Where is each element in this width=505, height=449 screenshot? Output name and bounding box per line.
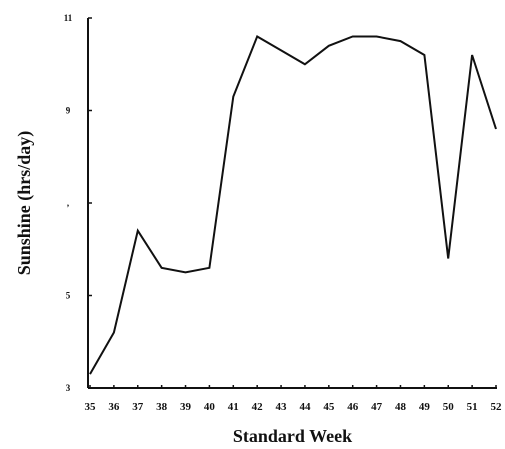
y-tick-label: 3 [66,383,71,393]
x-tick-label: 38 [156,401,168,413]
y-axis-title: Sunshine (hrs/day) [14,131,35,276]
x-tick-label: 49 [419,401,431,413]
x-tick-label: 36 [108,401,120,413]
data-point-week-50 [446,257,450,261]
x-tick-label: 41 [228,401,239,413]
data-point-week-36 [112,331,116,335]
data-point-week-45 [327,44,331,48]
x-tick-label: 47 [371,401,383,413]
x-tick-label: 42 [252,401,264,413]
x-axis-ticks: 35 36 37 38 39 40 41 42 43 44 45 46 47 48 49 50 51 52 [85,385,503,413]
x-tick-label: 39 [180,401,192,413]
data-point-week-35 [88,372,92,376]
data-point-week-44 [303,62,307,66]
data-point-week-52 [494,127,498,131]
y-tick-label: , [67,198,69,208]
x-tick-label: 35 [85,401,97,413]
x-tick-label: 45 [323,401,335,413]
data-point-week-51 [470,53,474,57]
data-point-week-37 [136,229,140,233]
x-tick-label: 51 [467,401,478,413]
x-tick-label: 43 [276,401,288,413]
data-point-week-46 [351,35,355,39]
data-point-week-48 [398,39,402,43]
data-point-week-40 [207,266,211,270]
y-tick-label: 9 [66,106,71,116]
x-tick-label: 37 [132,401,144,413]
x-axis-title: Standard Week [233,426,352,446]
x-tick-label: 50 [443,401,455,413]
x-tick-label: 40 [204,401,216,413]
y-tick-label: 11 [64,13,73,23]
x-tick-label: 46 [347,401,359,413]
data-point-week-41 [231,95,235,99]
y-tick-label: 5 [66,291,71,301]
data-point-week-39 [184,270,188,274]
y-axis-ticks: 3 5, 9 11 [64,13,92,393]
data-point-week-42 [255,35,259,39]
data-point-week-43 [279,48,283,52]
data-point-week-38 [160,266,164,270]
x-tick-label: 52 [491,401,503,413]
x-tick-label: 48 [395,401,407,413]
sunshine-series-line [89,35,497,375]
data-point-week-49 [422,53,426,57]
x-tick-label: 44 [299,401,311,413]
data-point-week-47 [375,35,379,39]
series-points [88,35,498,377]
